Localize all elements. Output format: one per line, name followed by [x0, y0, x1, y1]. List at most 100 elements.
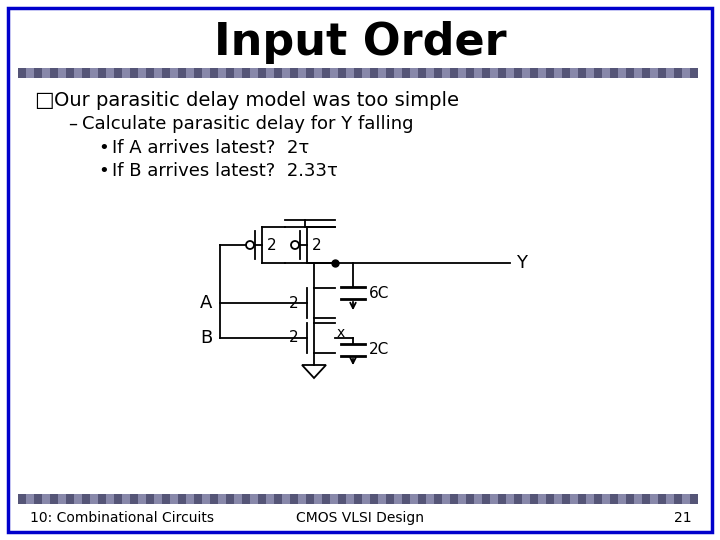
Bar — [290, 68, 298, 78]
Bar — [50, 494, 58, 504]
Bar — [18, 68, 26, 78]
Text: 2: 2 — [289, 295, 299, 310]
Bar — [482, 494, 490, 504]
Bar — [386, 68, 394, 78]
Bar — [202, 494, 210, 504]
Bar — [178, 494, 186, 504]
Bar — [434, 68, 442, 78]
Bar — [210, 68, 218, 78]
Bar — [210, 494, 218, 504]
Bar — [98, 494, 106, 504]
Bar — [650, 494, 658, 504]
Bar — [282, 68, 290, 78]
Text: CMOS VLSI Design: CMOS VLSI Design — [296, 511, 424, 525]
Text: 10: Combinational Circuits: 10: Combinational Circuits — [30, 511, 214, 525]
Bar — [610, 494, 618, 504]
Bar — [34, 68, 42, 78]
Bar — [306, 494, 314, 504]
Bar — [18, 494, 26, 504]
Bar — [258, 68, 266, 78]
Bar — [282, 494, 290, 504]
Bar — [450, 68, 458, 78]
Bar — [322, 68, 330, 78]
Bar — [442, 494, 450, 504]
Bar — [610, 68, 618, 78]
Bar — [218, 68, 226, 78]
Bar — [594, 68, 602, 78]
Bar — [66, 494, 74, 504]
Bar — [82, 68, 90, 78]
FancyBboxPatch shape — [8, 8, 712, 532]
Bar — [666, 68, 674, 78]
Bar — [562, 494, 570, 504]
Text: Input Order: Input Order — [214, 22, 506, 64]
Bar — [554, 494, 562, 504]
Bar — [498, 68, 506, 78]
Bar — [298, 494, 306, 504]
Bar — [514, 494, 522, 504]
Bar — [242, 494, 250, 504]
Bar — [250, 68, 258, 78]
Bar — [250, 494, 258, 504]
Bar — [50, 68, 58, 78]
Bar — [362, 68, 370, 78]
Bar — [690, 68, 698, 78]
Bar — [330, 68, 338, 78]
Bar — [658, 494, 666, 504]
Bar — [298, 68, 306, 78]
Bar — [146, 494, 154, 504]
Bar — [426, 494, 434, 504]
Bar — [490, 68, 498, 78]
Bar — [410, 68, 418, 78]
Bar — [450, 494, 458, 504]
Text: Y: Y — [516, 254, 527, 272]
Bar — [418, 68, 426, 78]
Bar — [74, 68, 82, 78]
Bar — [138, 68, 146, 78]
Bar — [90, 68, 98, 78]
Bar — [266, 494, 274, 504]
Bar — [58, 68, 66, 78]
Text: –: – — [68, 115, 77, 133]
Text: 2: 2 — [312, 238, 322, 253]
Bar — [258, 494, 266, 504]
Bar — [154, 68, 162, 78]
Bar — [514, 68, 522, 78]
Bar — [458, 494, 466, 504]
Bar — [146, 68, 154, 78]
Bar — [618, 68, 626, 78]
Text: •: • — [98, 139, 109, 157]
Text: If B arrives latest?  2.33τ: If B arrives latest? 2.33τ — [112, 162, 338, 180]
Bar — [570, 494, 578, 504]
Bar — [34, 494, 42, 504]
Bar — [682, 494, 690, 504]
Bar — [546, 494, 554, 504]
Bar — [314, 68, 322, 78]
Bar — [186, 494, 194, 504]
Bar — [586, 494, 594, 504]
Bar — [178, 68, 186, 78]
Bar — [226, 68, 234, 78]
Bar — [274, 494, 282, 504]
Bar — [474, 494, 482, 504]
Bar — [114, 68, 122, 78]
Bar — [314, 494, 322, 504]
Bar — [522, 68, 530, 78]
Bar — [394, 494, 402, 504]
Bar — [682, 68, 690, 78]
Text: 2C: 2C — [369, 342, 390, 357]
Bar — [402, 494, 410, 504]
Bar — [586, 68, 594, 78]
Bar — [602, 494, 610, 504]
Bar — [290, 494, 298, 504]
Bar — [522, 494, 530, 504]
Bar — [114, 494, 122, 504]
Bar — [130, 68, 138, 78]
Text: □: □ — [34, 90, 54, 110]
Bar — [402, 68, 410, 78]
Bar — [154, 494, 162, 504]
Bar — [338, 68, 346, 78]
Bar — [410, 494, 418, 504]
Bar — [658, 68, 666, 78]
Bar — [226, 494, 234, 504]
